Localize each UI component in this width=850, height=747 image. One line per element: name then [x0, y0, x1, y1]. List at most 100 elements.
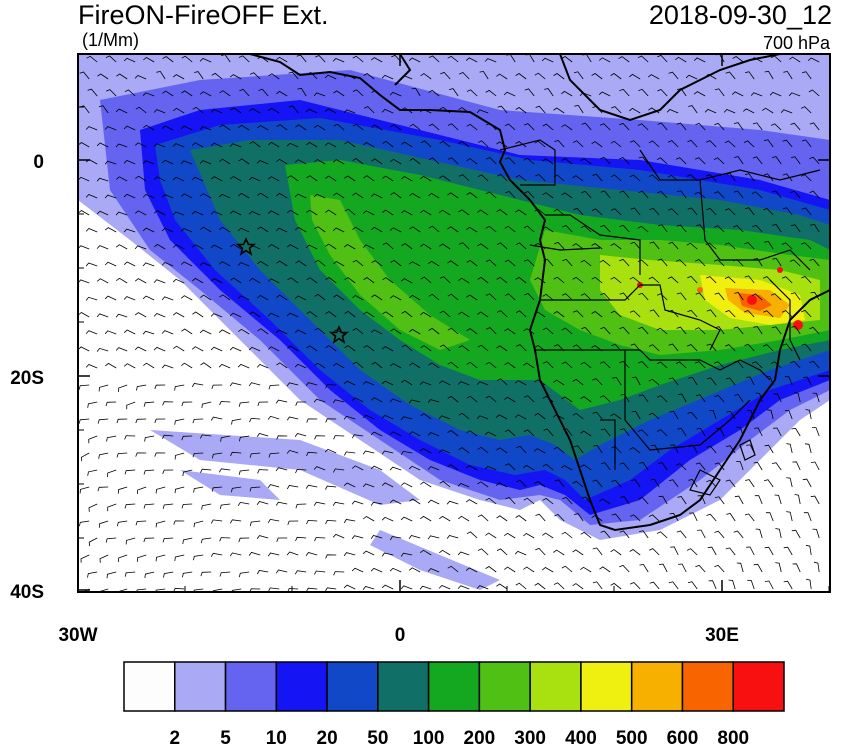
- wind-barb: [134, 245, 147, 250]
- wind-barb: [275, 501, 288, 506]
- wind-barb: [542, 327, 554, 335]
- wind-barb: [724, 140, 736, 148]
- wind-barb: [637, 429, 649, 437]
- wind-barb: [231, 588, 242, 592]
- wind-barb: [238, 158, 250, 165]
- wind-barb: [789, 56, 801, 63]
- wind-barb: [695, 462, 706, 471]
- wind-barb: [115, 176, 128, 182]
- wind-barb: [257, 260, 269, 267]
- wind-barb: [676, 530, 687, 539]
- wind-barb: [381, 380, 394, 386]
- wind-barb: [332, 501, 345, 506]
- wind-barb: [572, 344, 584, 352]
- wind-barb: [286, 551, 299, 556]
- wind-barb: [248, 211, 261, 216]
- wind-barb: [504, 157, 516, 165]
- wind-barb: [306, 418, 318, 423]
- wind-barb: [105, 55, 117, 63]
- wind-barb: [533, 448, 546, 454]
- wind-barb: [199, 160, 212, 165]
- wind-barb: [763, 173, 774, 182]
- wind-barb: [401, 243, 413, 250]
- wind-barb: [210, 416, 223, 421]
- wind-barb: [496, 378, 508, 386]
- wind-barb: [753, 258, 763, 267]
- wind-barb: [496, 209, 508, 216]
- wind-barb: [409, 498, 421, 505]
- wind-barb: [809, 122, 820, 131]
- wind-barb: [736, 426, 744, 437]
- wind-barb: [781, 242, 793, 250]
- wind-barb: [142, 92, 155, 97]
- wind-barb: [161, 296, 174, 301]
- colorbar-label: 600: [667, 728, 699, 747]
- wind-barb: [466, 395, 478, 403]
- wind-barb: [535, 513, 546, 522]
- wind-barb: [610, 413, 622, 420]
- wind-barb: [744, 71, 755, 80]
- wind-barb: [390, 259, 402, 267]
- wind-barb: [574, 104, 584, 114]
- wind-barb: [786, 477, 793, 488]
- wind-barb: [78, 312, 90, 318]
- wind-barb: [154, 452, 166, 457]
- wind-barb: [276, 294, 288, 301]
- wind-barb: [420, 549, 432, 556]
- colorbar-swatch: [630, 661, 684, 712]
- wind-barb: [343, 552, 356, 557]
- wind-barb: [287, 520, 299, 526]
- map-frame: [77, 53, 831, 593]
- wind-barb: [427, 499, 440, 505]
- wind-barb: [790, 224, 801, 233]
- wind-barb: [124, 469, 136, 475]
- wind-barb: [286, 485, 299, 490]
- wind-barb: [458, 277, 470, 284]
- wind-barb: [352, 55, 364, 63]
- wind-barb: [656, 429, 668, 437]
- wind-barb: [619, 122, 630, 131]
- wind-barb: [736, 562, 744, 573]
- wind-barb: [136, 384, 147, 391]
- wind-barb: [294, 329, 307, 335]
- wind-barb: [305, 484, 318, 489]
- wind-barb: [155, 520, 166, 528]
- wind-barb: [286, 416, 299, 421]
- wind-barb: [174, 418, 185, 425]
- wind-barb: [201, 401, 212, 409]
- wind-barb: [115, 244, 128, 250]
- wind-barb: [362, 414, 375, 420]
- wind-barb: [256, 160, 269, 165]
- wind-barb: [143, 469, 155, 475]
- wind-barb: [764, 240, 774, 250]
- wind-barb: [306, 451, 318, 457]
- wind-barb: [786, 511, 793, 522]
- wind-barb: [591, 311, 603, 318]
- wind-barb: [592, 581, 603, 590]
- wind-barb: [810, 461, 820, 471]
- wind-barb: [553, 311, 565, 318]
- wind-barb: [725, 310, 736, 318]
- wind-barb: [212, 588, 223, 592]
- wind-barb: [515, 107, 527, 114]
- wind-barb: [286, 449, 299, 454]
- star-icon: [235, 236, 257, 256]
- wind-barb: [370, 397, 383, 403]
- wind-barb: [97, 486, 109, 492]
- wind-barb: [649, 548, 660, 556]
- wind-barb: [439, 549, 451, 556]
- wind-barb: [427, 399, 440, 403]
- wind-barb: [153, 143, 166, 148]
- wind-barb: [800, 106, 812, 114]
- wind-barb: [772, 257, 782, 267]
- wind-barb: [667, 140, 679, 148]
- wind-barb: [714, 564, 725, 573]
- wind-barb: [620, 496, 630, 505]
- wind-barb: [134, 346, 147, 352]
- wind-barb: [752, 122, 763, 131]
- wind-barb: [287, 345, 299, 352]
- wind-barb: [87, 401, 98, 408]
- wind-barb: [629, 174, 641, 182]
- wind-barb: [389, 466, 402, 471]
- wind-barb: [599, 123, 611, 131]
